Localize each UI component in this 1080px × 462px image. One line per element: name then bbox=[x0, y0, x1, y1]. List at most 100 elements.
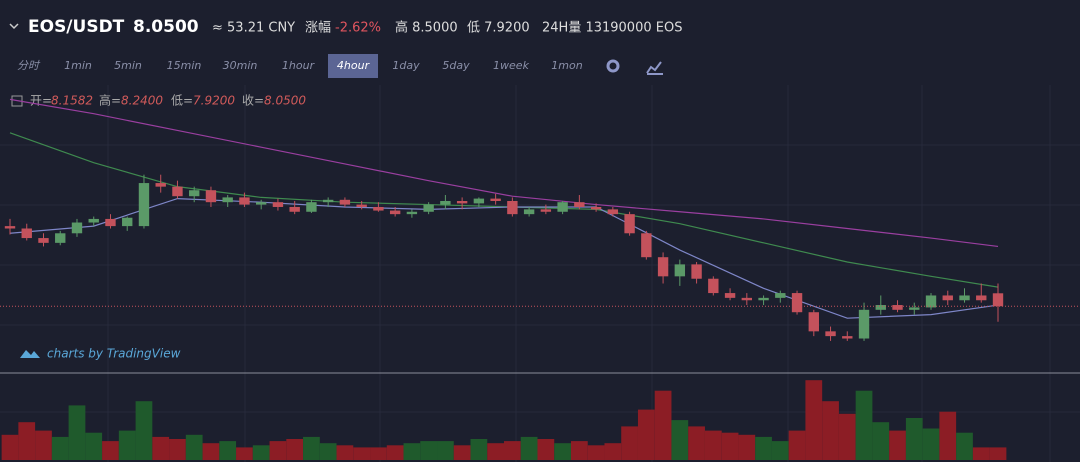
low: 低 7.9200 bbox=[467, 21, 530, 36]
interval-button[interactable]: 1day bbox=[392, 59, 420, 72]
volume-bar bbox=[604, 443, 622, 460]
volume-bar bbox=[537, 439, 555, 460]
candle-body bbox=[875, 305, 886, 310]
volume-bar bbox=[169, 439, 186, 460]
candle-body bbox=[724, 293, 736, 298]
candle-body bbox=[473, 198, 485, 204]
volume-24h: 24H量 13190000 EOS bbox=[542, 21, 682, 36]
interval-button[interactable]: 1min bbox=[64, 59, 92, 72]
pair[interactable]: EOS/USDT bbox=[28, 17, 125, 37]
interval-button[interactable]: 分时 bbox=[17, 59, 41, 72]
interval-button[interactable]: 1week bbox=[493, 59, 530, 72]
candle-body bbox=[189, 190, 200, 197]
volume-bar bbox=[570, 441, 588, 460]
volume-bar bbox=[704, 430, 722, 460]
candle-body bbox=[775, 293, 786, 298]
candle-body bbox=[691, 264, 702, 279]
volume-bar bbox=[771, 441, 789, 460]
volume-bar bbox=[236, 447, 253, 460]
candle-body bbox=[758, 297, 769, 301]
legend-high-label: 高= bbox=[99, 93, 121, 108]
volume-bar bbox=[621, 426, 638, 460]
volume-bar bbox=[520, 436, 538, 460]
interval-button[interactable]: 1mon bbox=[551, 59, 582, 72]
volume-bar bbox=[587, 445, 605, 460]
volume-bar bbox=[269, 441, 287, 460]
volume-bar bbox=[889, 430, 906, 460]
candle-body bbox=[909, 307, 920, 310]
price: 8.0500 bbox=[133, 17, 199, 37]
volume-bar bbox=[152, 436, 170, 460]
legend-close-label: 收= bbox=[242, 94, 264, 108]
interval-button[interactable]: 1hour bbox=[282, 59, 316, 72]
candle-body bbox=[339, 199, 351, 205]
candle-body bbox=[791, 293, 803, 313]
candle-body bbox=[205, 190, 217, 203]
candle-body bbox=[138, 183, 150, 227]
high: 高 8.5000 bbox=[395, 20, 458, 36]
candle-body bbox=[272, 202, 284, 207]
interval-button[interactable]: 5day bbox=[442, 59, 470, 72]
candle-body bbox=[239, 197, 250, 205]
volume-bar bbox=[504, 441, 521, 460]
candle-body bbox=[389, 210, 401, 215]
volume-bar bbox=[85, 432, 103, 460]
volume-bar bbox=[219, 441, 237, 460]
volume-bar bbox=[370, 447, 387, 460]
candle-body bbox=[976, 295, 987, 301]
candle-body bbox=[507, 200, 518, 215]
candle-body bbox=[55, 233, 66, 243]
volume-bar bbox=[453, 445, 471, 460]
interval-button[interactable]: 5min bbox=[114, 59, 142, 72]
candle-body bbox=[373, 206, 384, 211]
candle-body bbox=[71, 222, 83, 234]
candle-body bbox=[456, 200, 468, 204]
volume-bar bbox=[420, 441, 438, 460]
volume-bar bbox=[185, 434, 203, 460]
volume-bar bbox=[470, 439, 488, 460]
legend-low-label: 低= bbox=[171, 94, 193, 108]
volume-bar bbox=[102, 441, 119, 460]
candle-body bbox=[992, 293, 1004, 307]
volume-bar bbox=[303, 436, 320, 460]
volume-bar bbox=[654, 390, 672, 460]
volume-bar bbox=[286, 439, 304, 460]
volume-bar bbox=[336, 445, 354, 460]
legend-low: 7.9200 bbox=[193, 94, 235, 108]
interval-button[interactable]: 4hour bbox=[337, 59, 371, 72]
candle-body bbox=[557, 202, 568, 212]
volume-bar bbox=[738, 434, 756, 460]
candle-body bbox=[825, 331, 836, 337]
candle-body bbox=[172, 186, 183, 197]
candle-body bbox=[925, 295, 937, 308]
candle-body bbox=[523, 209, 535, 215]
legend-close: 8.0500 bbox=[264, 94, 306, 108]
change-label: 涨幅 bbox=[305, 21, 331, 36]
candle-body bbox=[741, 297, 753, 301]
candle-body bbox=[858, 309, 870, 339]
volume-bar bbox=[252, 445, 270, 460]
volume-bar bbox=[18, 422, 36, 460]
interval-button[interactable]: 30min bbox=[223, 59, 258, 72]
volume-bar bbox=[637, 409, 655, 460]
volume-bar bbox=[671, 420, 689, 460]
interval-button[interactable]: 15min bbox=[167, 59, 202, 72]
watermark[interactable]: charts by TradingView bbox=[47, 347, 181, 361]
indicator-icon[interactable] bbox=[646, 61, 663, 75]
volume-bar bbox=[403, 443, 421, 460]
caret[interactable] bbox=[9, 23, 19, 30]
volume-bar bbox=[972, 447, 990, 460]
volume-bar bbox=[319, 443, 337, 460]
candle-body bbox=[306, 202, 317, 212]
candle-body bbox=[105, 218, 116, 227]
change: -2.62% bbox=[335, 21, 381, 36]
candle-body bbox=[490, 198, 501, 201]
candle-body bbox=[540, 209, 552, 212]
candle-body bbox=[674, 264, 686, 277]
settings-icon[interactable] bbox=[606, 59, 620, 73]
candle-body bbox=[423, 204, 434, 212]
candle-body bbox=[122, 217, 133, 227]
